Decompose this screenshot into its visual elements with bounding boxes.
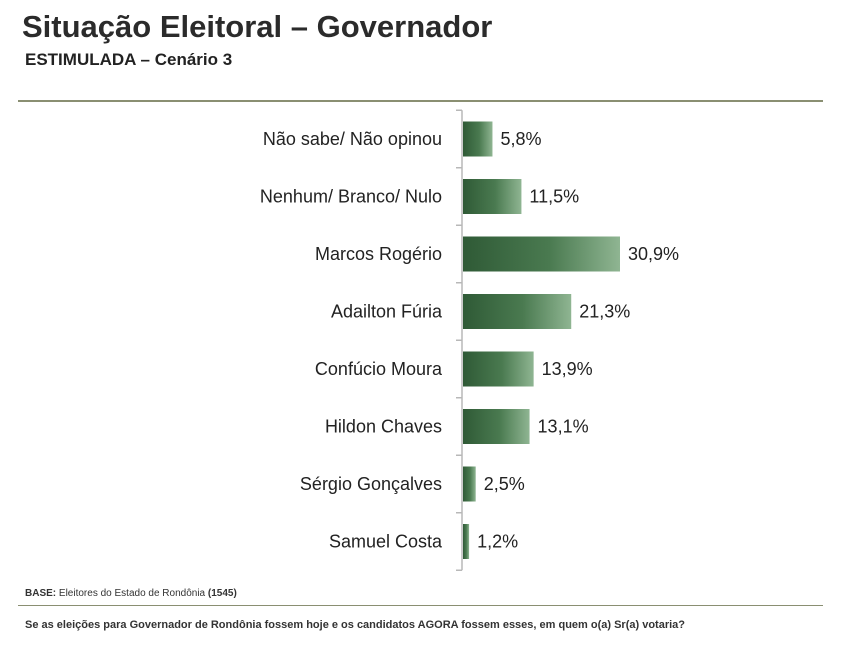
- value-label: 11,5%: [529, 187, 579, 207]
- category-label: Adailton Fúria: [331, 302, 443, 322]
- value-label: 5,8%: [500, 129, 541, 149]
- bar: [463, 236, 620, 272]
- category-label: Não sabe/ Não opinou: [263, 129, 442, 149]
- value-label: 13,1%: [538, 417, 589, 437]
- category-label: Sérgio Gonçalves: [300, 474, 442, 494]
- category-label: Marcos Rogério: [315, 244, 442, 264]
- bar: [463, 466, 476, 502]
- base-text: Eleitores do Estado de Rondônia: [58, 588, 206, 599]
- bar: [463, 351, 534, 387]
- base-count: (1545): [207, 588, 237, 599]
- value-label: 30,9%: [628, 244, 679, 264]
- chart-subtitle: ESTIMULADA – Cenário 3: [25, 50, 233, 69]
- category-label: Hildon Chaves: [325, 417, 442, 437]
- value-label: 21,3%: [579, 302, 630, 322]
- survey-question: Se as eleições para Governador de Rondôn…: [25, 619, 685, 631]
- bar: [463, 179, 522, 214]
- value-label: 2,5%: [484, 474, 525, 494]
- base-label: BASE:: [25, 588, 57, 599]
- bar: [463, 121, 493, 157]
- bar: [463, 294, 572, 329]
- header-divider: [18, 100, 823, 102]
- value-label: 1,2%: [477, 532, 518, 552]
- category-label: Nenhum/ Branco/ Nulo: [260, 187, 442, 207]
- bar: [463, 524, 470, 559]
- category-label: Confúcio Moura: [315, 359, 443, 379]
- category-label: Samuel Costa: [329, 532, 443, 552]
- chart-title: Situação Eleitoral – Governador: [22, 9, 493, 44]
- footer-divider: [18, 605, 823, 606]
- base-note: BASE: Eleitores do Estado de Rondônia (1…: [25, 588, 237, 599]
- bar: [463, 409, 530, 444]
- value-label: 13,9%: [542, 359, 593, 379]
